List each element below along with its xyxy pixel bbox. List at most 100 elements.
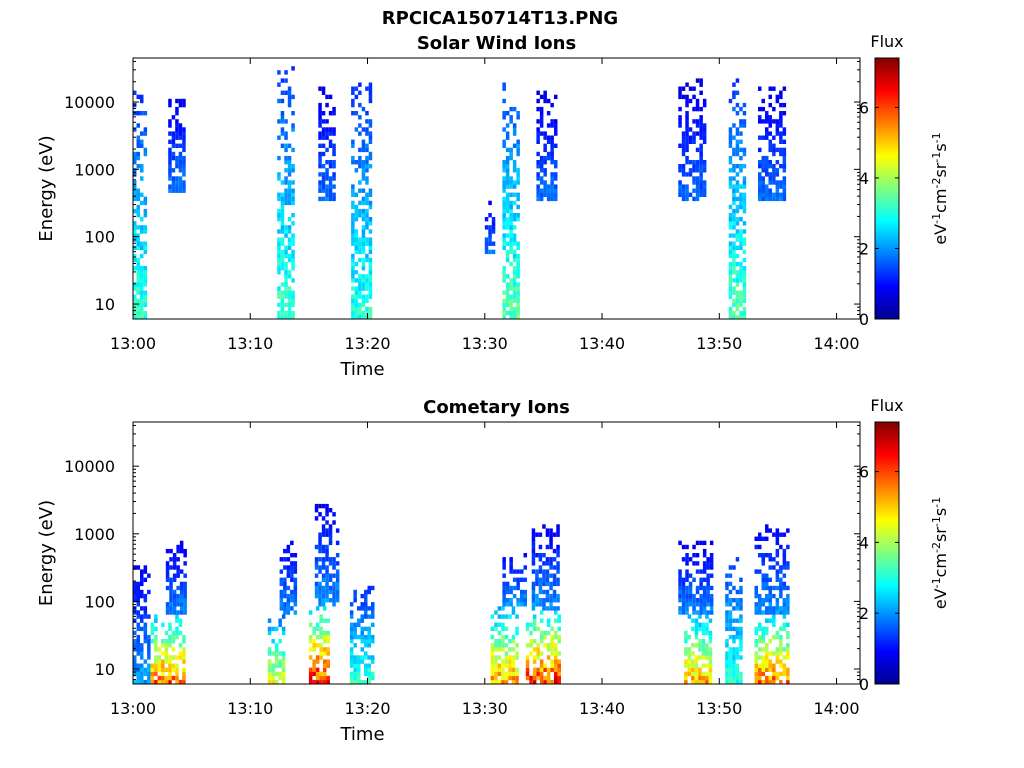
flux-cell	[775, 532, 780, 537]
flux-cell	[509, 151, 513, 157]
flux-cell	[735, 630, 740, 636]
flux-cell	[143, 667, 148, 672]
flux-cell	[705, 671, 709, 677]
flux-cell	[365, 314, 369, 320]
flux-cell	[692, 577, 696, 582]
flux-cell	[758, 553, 762, 558]
flux-cell	[161, 659, 165, 664]
flux-cell	[150, 671, 155, 677]
flux-cell	[165, 610, 170, 615]
flux-cell	[143, 593, 148, 599]
flux-cell	[772, 176, 776, 181]
flux-cell	[365, 241, 369, 246]
flux-cell	[368, 164, 373, 169]
flux-cell	[516, 577, 520, 582]
flux-cell	[280, 196, 285, 202]
flux-cell	[779, 663, 783, 668]
flux-cell	[678, 115, 682, 120]
flux-cell	[280, 225, 285, 230]
flux-cell	[281, 651, 286, 656]
flux-cell	[284, 261, 288, 267]
flux-cell	[353, 679, 357, 685]
flux-cell	[358, 274, 362, 279]
flux-cell	[554, 671, 558, 677]
flux-cell	[772, 671, 776, 677]
flux-cell	[284, 176, 288, 181]
flux-cell	[532, 647, 537, 652]
flux-cell	[312, 639, 316, 644]
flux-cell	[484, 217, 489, 222]
flux-cell	[168, 139, 172, 144]
flux-cell	[358, 310, 362, 316]
flux-cell	[702, 127, 707, 132]
flux-cell	[709, 561, 714, 566]
flux-cell	[147, 655, 151, 660]
flux-cell	[133, 679, 137, 685]
y-tick-label: 1000	[74, 525, 115, 544]
flux-cell	[512, 253, 517, 259]
flux-cell	[772, 180, 776, 185]
flux-cell	[732, 261, 736, 267]
flux-cell	[349, 614, 354, 619]
flux-cell	[685, 577, 689, 582]
flux-cell	[332, 520, 336, 525]
flux-cell	[335, 581, 340, 587]
flux-cell	[732, 585, 736, 591]
flux-cell	[728, 651, 733, 656]
flux-cell	[699, 569, 703, 574]
flux-cell	[501, 643, 505, 648]
flux-cell	[742, 257, 747, 263]
flux-cell	[539, 155, 544, 161]
flux-cell	[678, 581, 682, 587]
flux-cell	[183, 548, 187, 554]
flux-cell	[358, 200, 362, 206]
flux-cell	[490, 655, 495, 660]
flux-cell	[314, 581, 319, 587]
flux-cell	[702, 565, 707, 570]
flux-cell	[502, 213, 506, 218]
flux-cell	[315, 667, 320, 672]
flux-cell	[367, 630, 371, 636]
flux-cell	[267, 647, 272, 652]
flux-cell	[354, 160, 359, 165]
flux-cell	[761, 98, 765, 104]
flux-cell	[768, 577, 772, 582]
flux-cell	[543, 643, 547, 648]
flux-cell	[554, 123, 558, 128]
flux-cell	[169, 598, 173, 603]
flux-cell	[178, 123, 183, 128]
flux-cell	[772, 667, 776, 672]
flux-cell	[728, 634, 733, 640]
flux-cell	[504, 651, 509, 656]
flux-cell	[136, 290, 140, 295]
flux-cell	[694, 626, 699, 632]
flux-cell	[318, 180, 322, 185]
flux-cell	[512, 290, 517, 295]
flux-cell	[280, 119, 285, 124]
flux-cell	[328, 188, 333, 193]
flux-cell	[505, 147, 510, 153]
flux-cell	[516, 302, 520, 308]
flux-cell	[325, 532, 329, 537]
flux-cell	[758, 675, 762, 681]
flux-cell	[371, 585, 375, 591]
flux-cell	[775, 651, 780, 656]
flux-cell	[502, 176, 506, 181]
flux-cell	[321, 561, 326, 566]
flux-cell	[287, 270, 292, 275]
flux-cell	[323, 663, 327, 668]
flux-cell	[732, 192, 736, 197]
flux-cell	[353, 659, 357, 664]
flux-cell	[360, 655, 364, 660]
flux-cell	[364, 671, 368, 677]
flux-cell	[772, 106, 776, 112]
flux-cell	[490, 675, 495, 681]
flux-cell	[735, 208, 740, 214]
flux-cell	[168, 147, 172, 153]
flux-cell	[368, 274, 373, 279]
flux-cell	[505, 200, 510, 206]
flux-cell	[358, 188, 362, 193]
x-tick-label: 13:20	[344, 699, 390, 718]
flux-cell	[695, 106, 700, 112]
flux-cell	[364, 606, 368, 611]
